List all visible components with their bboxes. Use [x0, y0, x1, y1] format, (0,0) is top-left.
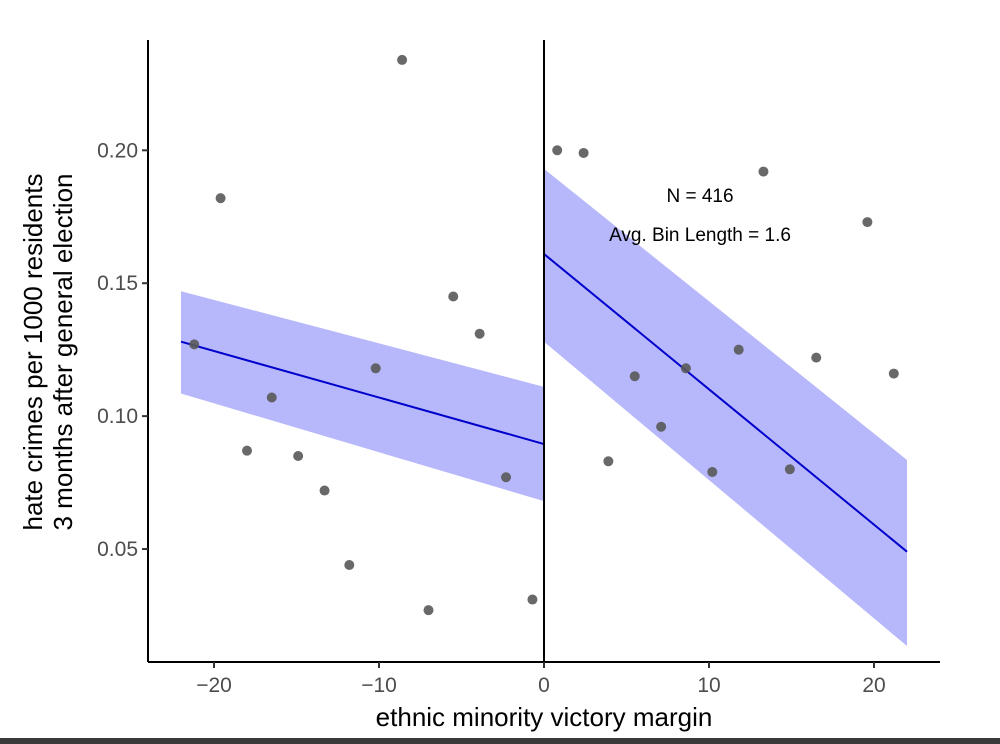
data-point: [423, 605, 434, 616]
data-point: [680, 363, 691, 374]
data-point: [758, 166, 769, 177]
x-tick-label: −20: [196, 674, 232, 697]
y-axis-title-line-2: 3 months after general election: [48, 174, 78, 531]
data-point: [603, 456, 614, 467]
annotation-n: N = 416: [666, 186, 733, 207]
data-point: [733, 344, 744, 355]
data-point: [552, 145, 563, 156]
data-point: [811, 352, 822, 363]
y-axis-title-line-1: hate crimes per 1000 residents: [18, 174, 48, 531]
y-tick-label: 0.15: [97, 272, 138, 295]
confidence-band-left: [181, 291, 544, 502]
x-tick-label: 20: [862, 674, 885, 697]
data-point: [397, 54, 408, 65]
data-points: [189, 54, 899, 616]
data-point: [344, 559, 355, 570]
fit-line-right: [543, 253, 908, 553]
data-point: [474, 328, 485, 339]
x-axis-title: ethnic minority victory margin: [376, 702, 713, 732]
data-point: [862, 217, 873, 228]
data-point: [784, 464, 795, 475]
data-point: [578, 147, 589, 158]
data-point: [370, 363, 381, 374]
window-bottom-edge: [0, 738, 1000, 744]
data-point: [242, 445, 252, 456]
data-point: [656, 421, 667, 432]
x-tick-label: −10: [361, 674, 397, 697]
data-point: [293, 450, 304, 461]
x-axis-ticks: −20 −10 0 10 20: [196, 662, 886, 697]
y-tick-label: 0.05: [97, 538, 138, 561]
annotation-bin-length: Avg. Bin Length = 1.6: [609, 225, 791, 246]
data-point: [629, 371, 640, 382]
data-point: [527, 594, 538, 605]
data-point: [215, 193, 226, 204]
data-point: [189, 339, 200, 350]
y-tick-label: 0.20: [97, 139, 138, 162]
y-axis-ticks: 0.05 0.10 0.15 0.20: [97, 139, 148, 561]
x-tick-label: 10: [697, 674, 720, 697]
x-tick-label: 0: [538, 674, 550, 697]
y-tick-label: 0.10: [97, 405, 138, 428]
data-point: [448, 291, 459, 302]
fit-line-left: [180, 340, 545, 445]
data-point: [707, 466, 718, 477]
fit-lines: [180, 253, 908, 553]
confidence-bands: [181, 168, 907, 647]
data-point: [266, 392, 277, 403]
data-point: [319, 485, 330, 496]
data-point: [501, 472, 512, 483]
confidence-band-right: [544, 168, 907, 647]
data-point: [888, 368, 899, 379]
